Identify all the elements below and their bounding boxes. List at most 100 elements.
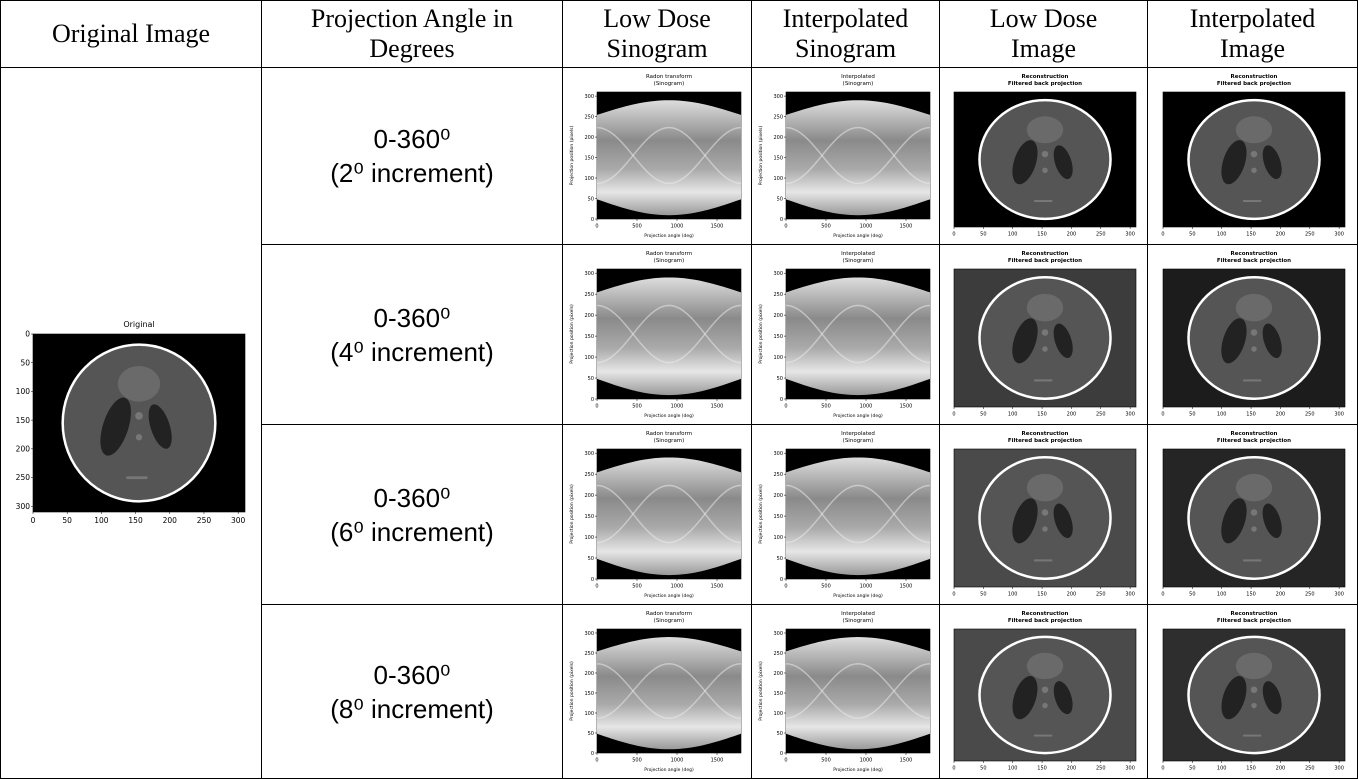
phantom-dot <box>1041 508 1048 516</box>
x-tick-label: 1000 <box>859 223 872 229</box>
x-tick-label: 150 <box>1037 411 1047 417</box>
plot-title: Interpolated <box>841 431 875 437</box>
phantom-region <box>1053 323 1073 358</box>
plot-title: (Sinogram) <box>842 258 873 264</box>
phantom-region <box>1053 503 1073 538</box>
figure-image: Radon transform(Sinogram) 0 500 1000 1500 0 50… <box>569 74 742 239</box>
table-cell: Interpolated (Sinogram) 0 500 1000 1500 0 50 100… <box>752 425 940 605</box>
x-tick-label: 500 <box>821 583 831 589</box>
x-tick-label: 0 <box>952 591 955 597</box>
x-tick-label: 0 <box>784 403 787 409</box>
x-tick-label: 100 <box>1216 765 1226 771</box>
phantom-region <box>1235 115 1272 143</box>
phantom-dot <box>1250 685 1257 693</box>
x-axis-label: Projection angle (deg) <box>833 233 883 239</box>
table-cell: Low Dose Sinogram <box>563 0 752 68</box>
x-axis-label: Projection angle (deg) <box>644 593 694 599</box>
x-tick-label: 0 <box>1161 411 1164 417</box>
x-tick-label: 1000 <box>859 583 872 589</box>
x-tick-label: 0 <box>784 757 787 763</box>
table-cell: 0-360⁰ (8⁰ increment) <box>262 605 563 779</box>
x-tick-label: 300 <box>1125 411 1135 417</box>
y-tick-label: 300 <box>773 93 783 99</box>
y-tick-label: 250 <box>584 650 594 656</box>
plot-title: (Sinogram) <box>654 81 685 87</box>
phantom-dot <box>1041 525 1048 532</box>
phantom-dot <box>1250 328 1257 336</box>
x-tick-label: 300 <box>231 516 246 525</box>
table-cell: Original 0 50 100 150 200 250 300 0 50 100 150 200 25… <box>0 68 262 779</box>
y-tick-label: 0 <box>779 750 782 756</box>
plot-title: Radon transform <box>646 431 692 437</box>
phantom-dot <box>1041 345 1048 352</box>
plot-title: Filtered back projection <box>1216 81 1290 87</box>
y-axis-label: Projection position (pixels) <box>758 661 764 721</box>
phantom-skull <box>1186 98 1321 220</box>
y-tick-label: 150 <box>773 333 783 339</box>
x-tick-label: 300 <box>1125 765 1135 771</box>
x-tick-label: 0 <box>952 411 955 417</box>
table-cell: Reconstruction Filtered back projection 0 5… <box>940 68 1148 245</box>
x-tick-label: 0 <box>595 583 598 589</box>
phantom-dot <box>1041 328 1048 336</box>
angle-increment: (6⁰ increment) <box>330 516 494 547</box>
column-header: Low Dose <box>989 4 1098 33</box>
plot-title: Filtered back projection <box>1216 618 1290 624</box>
y-tick-label: 250 <box>773 114 783 120</box>
y-tick-label: 300 <box>773 271 783 277</box>
phantom-region <box>1220 675 1246 719</box>
phantom-dot <box>1242 199 1261 202</box>
x-tick-label: 200 <box>1066 591 1076 597</box>
x-tick-label: 200 <box>163 516 178 525</box>
y-tick-label: 0 <box>591 750 594 756</box>
plot-title: Interpolated <box>841 74 875 80</box>
y-tick-label: 150 <box>584 513 594 519</box>
x-tick-label: 50 <box>1189 231 1195 237</box>
y-tick-label: 100 <box>584 354 594 360</box>
x-tick-label: 100 <box>1007 765 1017 771</box>
plot-title: Reconstruction <box>1230 431 1277 437</box>
y-tick-label: 50 <box>588 730 594 736</box>
phantom-region <box>1011 675 1037 719</box>
x-tick-label: 0 <box>31 516 36 525</box>
phantom-skull <box>61 342 217 503</box>
table-cell: Reconstruction Filtered back projection 0 5… <box>940 245 1148 425</box>
sinogram-trace <box>596 304 742 363</box>
x-tick-label: 250 <box>1305 231 1315 237</box>
y-axis-label: Projection position (pixels) <box>758 125 764 185</box>
x-tick-label: 150 <box>128 516 143 525</box>
phantom-dot <box>1250 345 1257 352</box>
x-tick-label: 250 <box>1096 591 1106 597</box>
table-cell: Reconstruction Filtered back projection 0 5… <box>1148 605 1358 779</box>
x-tick-label: 50 <box>1189 765 1195 771</box>
table-cell: Interpolated (Sinogram) 0 500 1000 1500 0 50 100… <box>752 605 940 779</box>
x-tick-label: 1000 <box>671 583 684 589</box>
x-tick-label: 0 <box>1161 231 1164 237</box>
x-tick-label: 150 <box>1037 765 1047 771</box>
y-tick-label: 50 <box>776 730 782 736</box>
x-tick-label: 250 <box>1305 765 1315 771</box>
x-axis-label: Projection angle (deg) <box>833 593 883 599</box>
plot-title: Filtered back projection <box>1007 258 1081 264</box>
y-tick-label: 200 <box>773 492 783 498</box>
figure-image: Interpolated(Sinogram) 0 500 1000 1500 0 50 100… <box>758 431 930 599</box>
sinogram-trace <box>785 484 930 543</box>
y-tick-label: 50 <box>588 196 594 202</box>
y-tick-label: 0 <box>591 576 594 582</box>
plot-title: Reconstruction <box>1230 74 1277 80</box>
y-tick-label: 250 <box>773 291 783 297</box>
y-tick-label: 250 <box>584 114 594 120</box>
y-tick-label: 50 <box>776 196 782 202</box>
x-tick-label: 0 <box>952 231 955 237</box>
x-tick-label: 150 <box>1246 765 1256 771</box>
y-tick-label: 150 <box>584 155 594 161</box>
sinogram-trace <box>785 484 930 543</box>
x-tick-label: 250 <box>1096 231 1106 237</box>
plot-title: Original <box>123 321 154 329</box>
y-tick-label: 100 <box>16 387 31 396</box>
y-tick-label: 250 <box>773 471 783 477</box>
x-axis-label: Projection angle (deg) <box>644 233 694 239</box>
sinogram-trace <box>785 126 930 184</box>
sinogram-trace <box>596 126 742 184</box>
